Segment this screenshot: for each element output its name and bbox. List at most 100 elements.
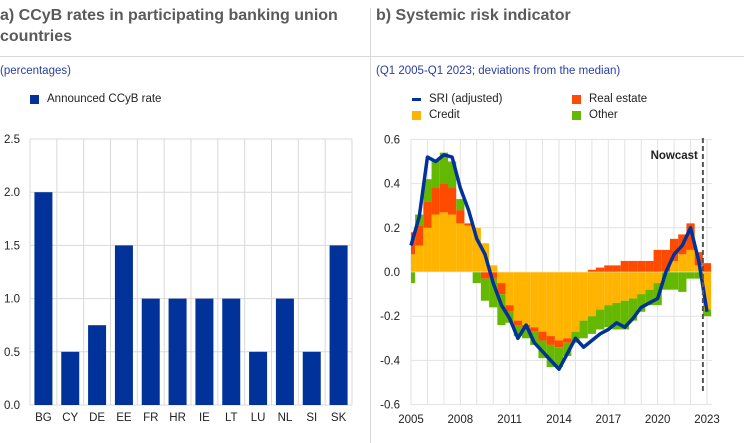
- bar-real-estate: [464, 223, 473, 226]
- y-tick-label: -0.4: [380, 355, 400, 367]
- panel-b-title: b) Systemic risk indicator: [376, 7, 571, 24]
- legend-swatch-other: [572, 110, 581, 120]
- bar-DE: [88, 325, 107, 405]
- bar-other: [546, 344, 555, 368]
- legend-label: Real estate: [589, 93, 648, 105]
- x-tick-label: 2020: [645, 414, 671, 426]
- bar-other: [431, 159, 440, 189]
- bar-credit: [546, 272, 555, 337]
- bar-other: [579, 320, 588, 339]
- bar-credit: [538, 272, 547, 332]
- bar-real-estate: [538, 331, 547, 341]
- bar-other: [678, 272, 687, 292]
- legend-label: Credit: [429, 109, 460, 121]
- bar-real-estate: [439, 183, 448, 213]
- bar-credit: [497, 272, 506, 284]
- bar-credit: [489, 265, 498, 272]
- legend-swatch-real-estate: [572, 94, 581, 104]
- bar-other: [670, 272, 679, 290]
- y-tick-label: 0.0: [384, 267, 400, 279]
- bar-real-estate: [604, 265, 613, 272]
- bar-real-estate: [596, 267, 605, 272]
- legend-label: Announced CCyB rate: [47, 93, 162, 105]
- legend-swatch-credit: [412, 110, 421, 120]
- bar-credit: [563, 272, 572, 339]
- legend-real-estate: Real estate: [572, 93, 647, 105]
- x-tick-label: 2011: [497, 414, 522, 426]
- bar-real-estate: [702, 263, 712, 272]
- bar-real-estate: [637, 260, 646, 272]
- x-tick-label: HR: [169, 412, 186, 424]
- bar-other: [489, 278, 498, 308]
- bar-other: [645, 289, 654, 306]
- bar-real-estate: [480, 272, 490, 279]
- bar-real-estate: [670, 238, 679, 261]
- bar-SK: [329, 245, 348, 405]
- bar-other: [513, 325, 522, 337]
- bar-other: [637, 294, 646, 312]
- x-tick-label: SK: [331, 412, 347, 424]
- bar-credit: [448, 214, 457, 272]
- legend-credit: Credit: [412, 109, 460, 121]
- bar-credit: [464, 225, 473, 272]
- bar-real-estate: [653, 249, 662, 272]
- bar-credit: [415, 245, 424, 272]
- y-tick-label: 0.5: [4, 347, 20, 359]
- bar-other: [456, 199, 465, 211]
- bar-real-estate: [431, 188, 440, 215]
- x-tick-label: EE: [116, 412, 132, 424]
- bar-other: [448, 161, 457, 189]
- bar-real-estate: [415, 225, 424, 246]
- bar-real-estate: [546, 336, 555, 345]
- x-tick-label: LU: [251, 412, 266, 424]
- bar-other: [628, 298, 638, 321]
- bar-credit: [522, 272, 531, 326]
- bar-credit: [554, 272, 564, 341]
- bar-LU: [249, 351, 268, 405]
- bar-credit: [637, 272, 646, 295]
- nowcast-label: Nowcast: [651, 150, 698, 162]
- legend-label: SRI (adjusted): [429, 93, 503, 105]
- bar-other: [411, 272, 416, 284]
- bar-credit: [411, 254, 416, 272]
- bar-real-estate: [563, 338, 572, 343]
- bar-CY: [61, 351, 80, 405]
- bar-credit: [670, 260, 679, 272]
- bar-SI: [302, 351, 321, 405]
- bar-real-estate: [505, 305, 514, 312]
- y-tick-label: -0.2: [380, 311, 400, 323]
- bar-credit: [620, 272, 629, 301]
- x-tick-label: 2014: [546, 414, 572, 426]
- bar-real-estate: [448, 188, 457, 215]
- x-tick-label: FR: [143, 412, 158, 424]
- bar-credit: [431, 214, 440, 272]
- bar-credit: [579, 272, 588, 321]
- y-tick-label: -0.6: [380, 400, 400, 412]
- legend-other: Other: [572, 109, 618, 121]
- bar-credit: [571, 272, 580, 332]
- bar-credit: [439, 212, 448, 272]
- legend-sri: SRI (adjusted): [412, 93, 503, 105]
- x-tick-label: DE: [89, 412, 105, 424]
- bar-other: [612, 302, 621, 330]
- bar-other: [661, 272, 670, 290]
- y-tick-label: 0.6: [384, 134, 400, 146]
- legend-swatch-sri: [412, 97, 421, 101]
- panel-a-subtitle: (percentages): [0, 65, 71, 77]
- bar-credit: [612, 272, 621, 303]
- bar-BG: [34, 192, 53, 405]
- bar-credit: [645, 272, 654, 290]
- bar-credit: [604, 272, 613, 306]
- bar-credit: [686, 249, 695, 272]
- bar-other: [522, 327, 531, 339]
- y-tick-label: 2.0: [4, 187, 20, 199]
- x-tick-label: IE: [199, 412, 210, 424]
- bar-real-estate: [456, 210, 465, 224]
- bar-credit: [702, 272, 712, 310]
- x-tick-label: BG: [35, 412, 52, 424]
- bar-credit: [678, 254, 687, 272]
- bar-credit: [505, 272, 514, 306]
- bar-real-estate: [645, 260, 654, 272]
- bar-other: [694, 272, 703, 279]
